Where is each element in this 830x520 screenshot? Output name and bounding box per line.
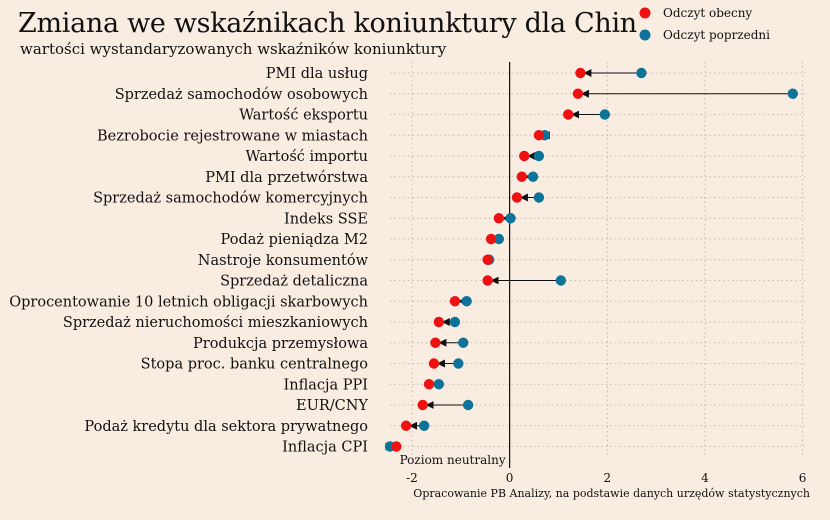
previous-reading-point <box>787 88 798 99</box>
category-label: Wartość importu <box>246 149 368 165</box>
x-tick-label: 2 <box>603 471 611 485</box>
current-reading-point <box>533 130 545 141</box>
current-reading-point <box>391 441 402 452</box>
current-reading-point <box>493 213 505 224</box>
current-reading-point <box>400 420 412 431</box>
legend-label: Odczyt poprzedni <box>663 28 770 42</box>
previous-reading-point <box>636 67 647 79</box>
previous-reading-point <box>458 337 469 348</box>
current-reading-point <box>417 399 428 411</box>
previous-reading-point <box>505 213 516 224</box>
legend-marker <box>639 7 651 19</box>
previous-reading-point <box>461 296 472 307</box>
current-reading-point <box>511 192 523 203</box>
x-tick-label: -2 <box>406 471 418 485</box>
previous-reading-point <box>533 150 545 162</box>
category-label: Podaż pieniądza M2 <box>221 232 368 248</box>
category-label: Podaż kredytu dla sektora prywatnego <box>84 419 368 435</box>
previous-reading-point <box>599 109 611 120</box>
x-tick-label: 0 <box>506 471 514 485</box>
x-tick-label: 6 <box>799 471 807 485</box>
category-label: Sprzedaż samochodów komercyjnych <box>93 191 368 207</box>
category-label: Sprzedaż detaliczna <box>220 274 368 290</box>
previous-reading-point <box>462 399 474 411</box>
current-reading-point <box>482 275 493 286</box>
current-reading-point <box>449 296 461 307</box>
legend: Odczyt obecny Odczyt poprzedni <box>639 6 770 42</box>
category-label: Inflacja PPI <box>284 377 369 393</box>
category-label: PMI dla przetwórstwa <box>205 170 368 186</box>
chart-subtitle: wartości wystandaryzowanych wskaźników k… <box>20 40 447 58</box>
previous-reading-point <box>493 233 505 245</box>
previous-reading-point <box>453 358 464 369</box>
chart-title: Zmiana we wskaźnikach koniunktury dla Ch… <box>18 8 637 39</box>
legend-marker <box>639 29 651 41</box>
previous-reading-point <box>418 420 430 431</box>
previous-reading-point <box>555 275 567 286</box>
category-label: Inflacja CPI <box>282 440 368 456</box>
current-reading-point <box>572 88 584 99</box>
current-reading-point <box>485 233 497 245</box>
category-label: Stopa proc. banku centralnego <box>141 357 368 373</box>
current-reading-point <box>516 171 528 182</box>
category-label: Sprzedaż nieruchomości mieszkaniowych <box>63 315 368 331</box>
category-label: Sprzedaż samochodów osobowych <box>115 87 368 103</box>
current-reading-point <box>519 150 530 162</box>
category-label: EUR/CNY <box>296 398 368 414</box>
x-tick-label: 4 <box>701 471 709 485</box>
current-reading-point <box>428 358 440 369</box>
previous-reading-point <box>527 171 539 182</box>
current-reading-point <box>563 109 574 120</box>
current-reading-point <box>430 337 441 348</box>
category-label: Nastroje konsumentów <box>198 253 369 269</box>
current-reading-point <box>482 254 493 265</box>
source-note: Opracowanie PB Analizy, na podstawie dan… <box>413 487 810 500</box>
category-label: Indeks SSE <box>284 211 368 227</box>
current-reading-point <box>423 379 435 390</box>
previous-reading-point <box>433 379 445 390</box>
category-label: Oprocentowanie 10 letnich obligacji skar… <box>9 294 368 310</box>
category-label: PMI dla usług <box>266 66 368 82</box>
previous-reading-point <box>533 192 545 203</box>
neutral-level-label: Poziom neutralny <box>400 453 506 467</box>
legend-label: Odczyt obecny <box>663 6 752 20</box>
category-label: Produkcja przemysłowa <box>193 336 368 352</box>
previous-reading-point <box>449 316 461 328</box>
category-label: Bezrobocie rejestrowane w miastach <box>97 128 368 144</box>
current-reading-point <box>575 67 586 79</box>
current-reading-point <box>433 316 445 328</box>
category-label: Wartość eksportu <box>239 108 368 124</box>
